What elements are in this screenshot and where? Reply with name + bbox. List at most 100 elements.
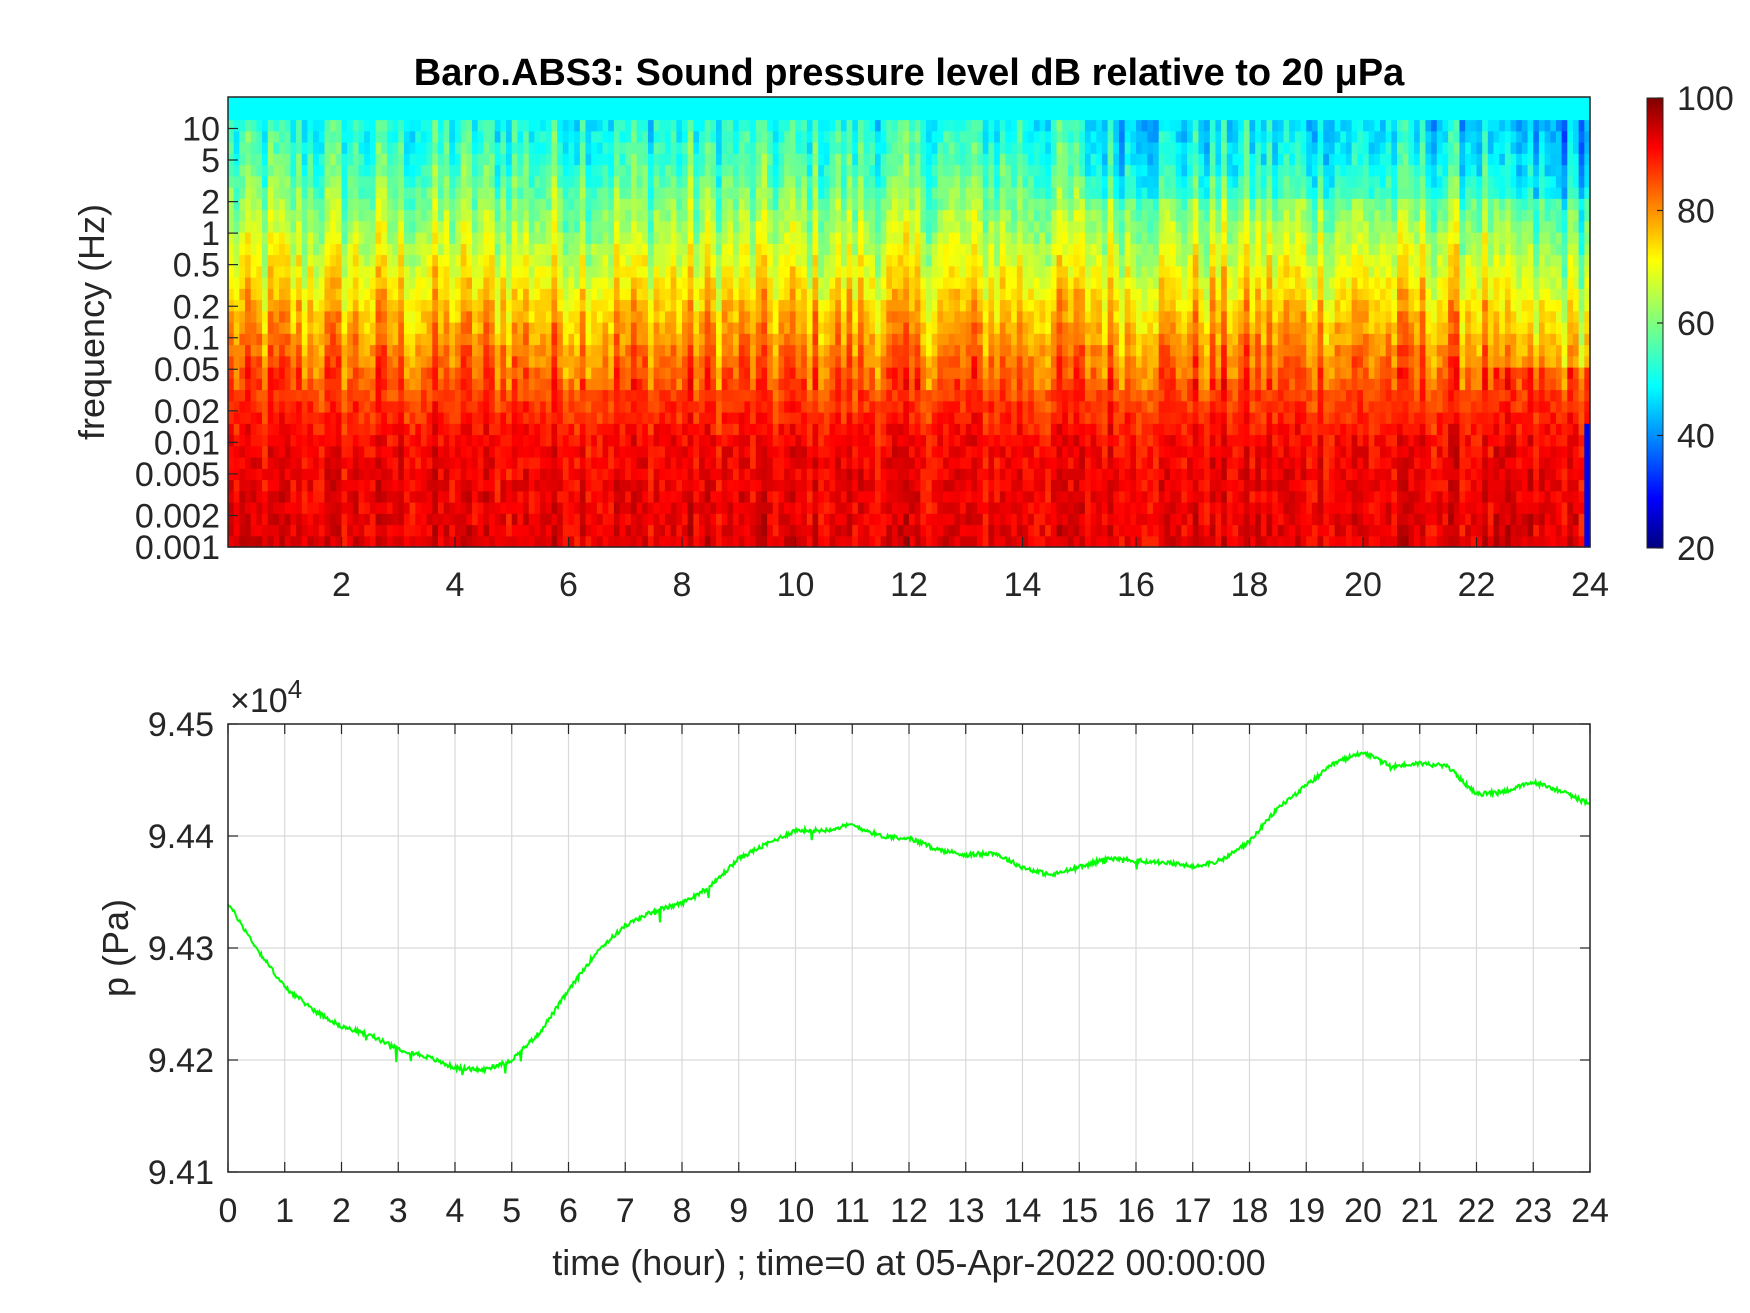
heatmap-cell [602,198,609,211]
heatmap-cell [426,108,433,121]
heatmap-cell [301,322,309,334]
heatmap-cell [806,322,814,334]
heatmap-cell [262,490,269,503]
heatmap-cell [466,502,473,514]
heatmap-cell [574,164,581,177]
heatmap-cell [318,502,326,514]
heatmap-cell [483,502,490,514]
heatmap-cell [840,277,848,289]
heatmap-cell [625,232,632,244]
heatmap-cell [596,243,604,256]
heatmap-cell [761,502,768,514]
heatmap-cell [330,479,337,492]
heatmap-cell [721,119,728,132]
heatmap-cell [852,490,859,503]
heatmap-cell [233,187,240,199]
heatmap-cell [358,434,365,447]
heatmap-cell [670,220,677,233]
heatmap-cell [857,322,865,334]
heatmap-cell [857,187,865,199]
heatmap-cell [245,299,252,312]
heatmap-cell [863,468,870,481]
heatmap-cell [250,445,257,458]
heatmap-cell [846,310,853,323]
heatmap-cell [613,187,621,199]
heatmap-cell [647,130,655,143]
heatmap-cell [228,299,235,312]
heatmap-cell [409,209,416,222]
heatmap-cell [330,535,337,548]
heatmap-cell [307,164,314,177]
heatmap-cell [534,310,541,323]
heatmap-cell [664,513,672,526]
heatmap-cell [392,142,399,154]
heatmap-cell [557,423,564,436]
heatmap-cell [897,479,904,492]
heatmap-cell [409,265,416,278]
heatmap-cell [789,175,797,188]
heatmap-cell [256,490,263,503]
heatmap-cell [653,153,660,166]
heatmap-cell [863,288,870,301]
heatmap-cell [455,288,462,301]
heatmap-cell [483,400,490,413]
heatmap-cell [886,142,893,154]
heatmap-cell [506,400,513,413]
heatmap-cell [352,187,360,199]
heatmap-cell [358,209,365,222]
heatmap-cell [415,288,422,301]
heatmap-cell [432,535,439,548]
heatmap-cell [727,333,734,346]
heatmap-cell [313,142,320,154]
heatmap-cell [886,310,893,323]
heatmap-cell [398,412,405,424]
heatmap-cell [494,490,501,503]
heatmap-cell [636,119,643,132]
heatmap-cell [863,445,870,458]
heatmap-cell [562,97,570,109]
heatmap-cell [931,288,938,301]
heatmap-cell [267,333,274,346]
heatmap-cell [869,265,876,278]
heatmap-cell [466,445,473,458]
heatmap-cell [239,97,246,109]
heatmap-cell [364,198,371,211]
heatmap-cell [341,164,348,177]
heatmap-cell [903,355,910,368]
heatmap-cell [891,322,899,334]
heatmap-cell [341,142,348,154]
heatmap-cell [313,479,320,492]
heatmap-cell [517,502,524,514]
heatmap-cell [290,412,297,424]
heatmap-cell [301,310,309,323]
heatmap-cell [926,299,933,312]
heatmap-cell [676,130,683,143]
heatmap-cell [818,130,825,143]
heatmap-cell [642,355,649,368]
heatmap-cell [682,209,689,222]
heatmap-cell [625,243,632,256]
heatmap-cell [733,142,740,154]
heatmap-cell [466,130,473,143]
heatmap-cell [528,97,536,109]
heatmap-cell [806,299,814,312]
heatmap-cell [784,288,791,301]
heatmap-cell [352,310,360,323]
heatmap-cell [341,153,348,166]
heatmap-cell [886,97,893,109]
heatmap-cell [262,502,269,514]
heatmap-cell [568,198,575,211]
heatmap-cell [290,502,297,514]
heatmap-cell [744,378,751,391]
heatmap-cell [784,412,791,424]
heatmap-cell [279,97,286,109]
heatmap-cell [449,344,456,357]
heatmap-cell [636,434,643,447]
heatmap-cell [716,423,723,436]
heatmap-cell [670,423,677,436]
heatmap-cell [670,142,677,154]
heatmap-cell [273,97,280,109]
heatmap-cell [880,389,887,402]
heatmap-cell [443,412,450,424]
heatmap-cell [647,535,655,548]
